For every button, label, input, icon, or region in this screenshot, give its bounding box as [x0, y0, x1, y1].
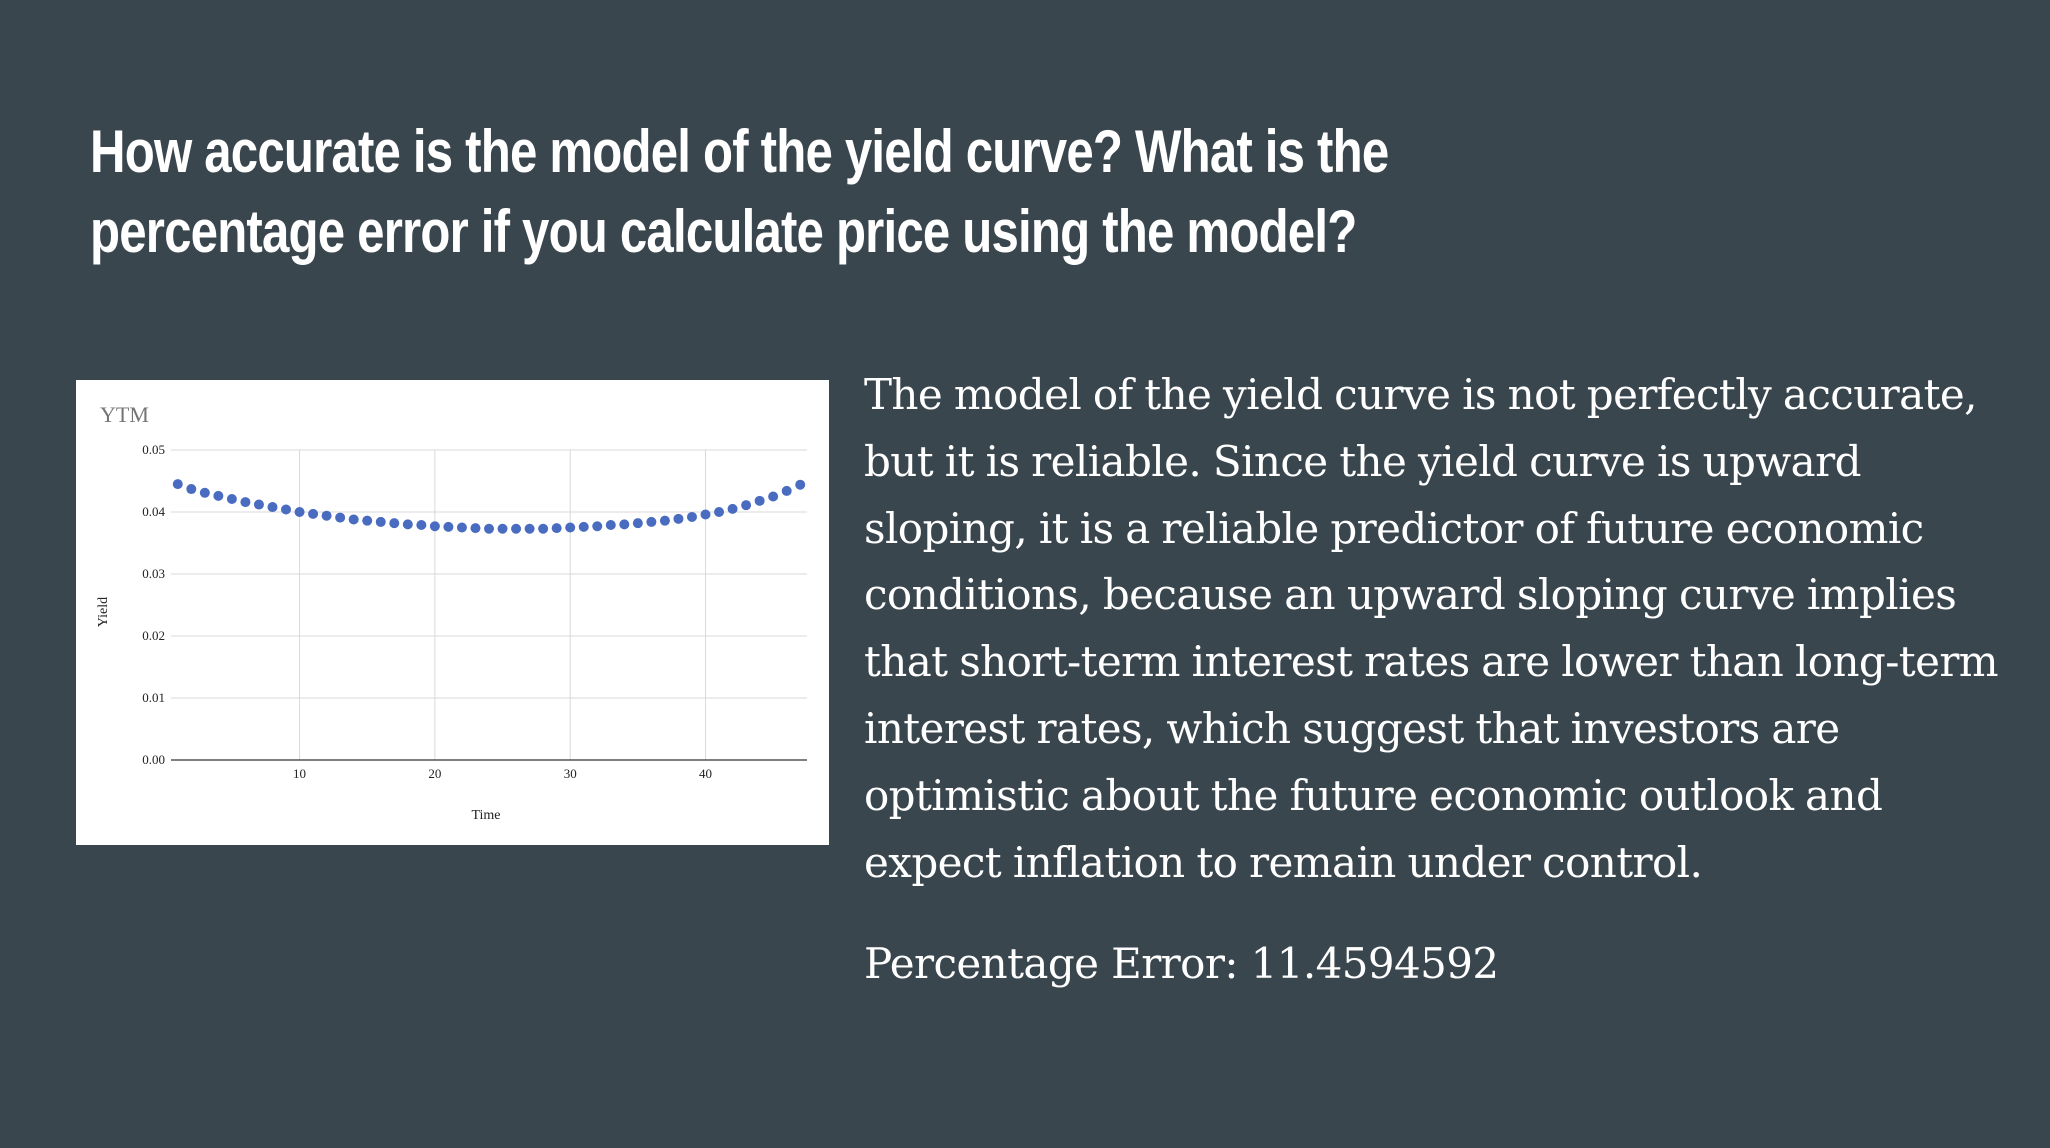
y-tick-label: 0.03 — [142, 566, 165, 581]
percentage-error-text: Percentage Error: 11.4594592 — [864, 939, 1499, 988]
data-point — [768, 491, 779, 502]
y-axis-label: Yield — [96, 597, 111, 627]
data-point — [538, 523, 549, 534]
data-point — [308, 508, 319, 519]
data-point — [267, 502, 278, 513]
data-point — [551, 523, 562, 534]
data-point — [646, 516, 657, 527]
slide-title: How accurate is the model of the yield c… — [90, 118, 1389, 265]
data-point — [253, 499, 264, 510]
x-tick-label: 20 — [428, 766, 441, 781]
data-point — [619, 519, 630, 530]
data-point — [511, 523, 522, 534]
data-point — [375, 516, 386, 527]
y-tick-label: 0.05 — [142, 442, 165, 457]
data-point — [497, 523, 508, 534]
data-point — [727, 503, 738, 514]
data-point — [294, 507, 305, 517]
data-point — [456, 522, 467, 533]
y-tick-label: 0.02 — [142, 628, 165, 643]
data-point — [592, 521, 603, 532]
data-point — [673, 513, 684, 524]
chart-canvas: YTM 0.00 0.01 0.02 0.03 0.04 0.05 10 20 30 40 Tim… — [96, 402, 807, 823]
yield-curve-chart: YTM 0.00 0.01 0.02 0.03 0.04 0.05 10 20 30 40 Tim… — [76, 380, 829, 845]
data-point — [632, 518, 643, 529]
data-point — [741, 500, 752, 511]
x-axis-label: Time — [471, 808, 500, 823]
data-point — [335, 512, 346, 523]
data-point — [443, 521, 454, 532]
slide-body-text: The model of the yield curve is not perf… — [864, 370, 1999, 887]
chart-axes: 0.00 0.01 0.02 0.03 0.04 0.05 10 20 30 40 — [142, 442, 807, 781]
data-point — [659, 515, 670, 526]
data-point — [402, 519, 413, 530]
data-point — [226, 493, 237, 504]
data-point — [321, 510, 332, 521]
chart-grid — [171, 449, 807, 760]
x-tick-label: 40 — [699, 766, 712, 781]
y-tick-label: 0.00 — [142, 752, 165, 767]
data-point — [605, 520, 616, 531]
data-point — [362, 515, 373, 526]
data-point — [348, 514, 359, 525]
data-point — [172, 479, 183, 490]
data-point — [199, 487, 210, 498]
y-tick-label: 0.04 — [142, 504, 165, 519]
chart-series — [172, 479, 806, 534]
data-point — [524, 523, 535, 534]
x-tick-label: 30 — [564, 766, 577, 781]
data-point — [281, 504, 292, 515]
data-point — [565, 522, 576, 533]
chart-title: YTM — [100, 402, 149, 427]
data-point — [213, 490, 224, 501]
x-tick-label: 10 — [293, 766, 306, 781]
data-point — [240, 497, 251, 508]
data-point — [686, 511, 697, 522]
data-point — [578, 521, 589, 532]
data-point — [754, 495, 765, 506]
y-tick-label: 0.01 — [142, 690, 165, 705]
data-point — [389, 518, 400, 529]
data-point — [781, 485, 792, 496]
data-point — [186, 484, 197, 495]
data-point — [714, 507, 725, 517]
data-point — [795, 479, 806, 490]
data-point — [429, 521, 440, 532]
data-point — [484, 523, 494, 534]
data-point — [416, 520, 427, 531]
data-point — [700, 509, 711, 520]
data-point — [470, 523, 481, 534]
